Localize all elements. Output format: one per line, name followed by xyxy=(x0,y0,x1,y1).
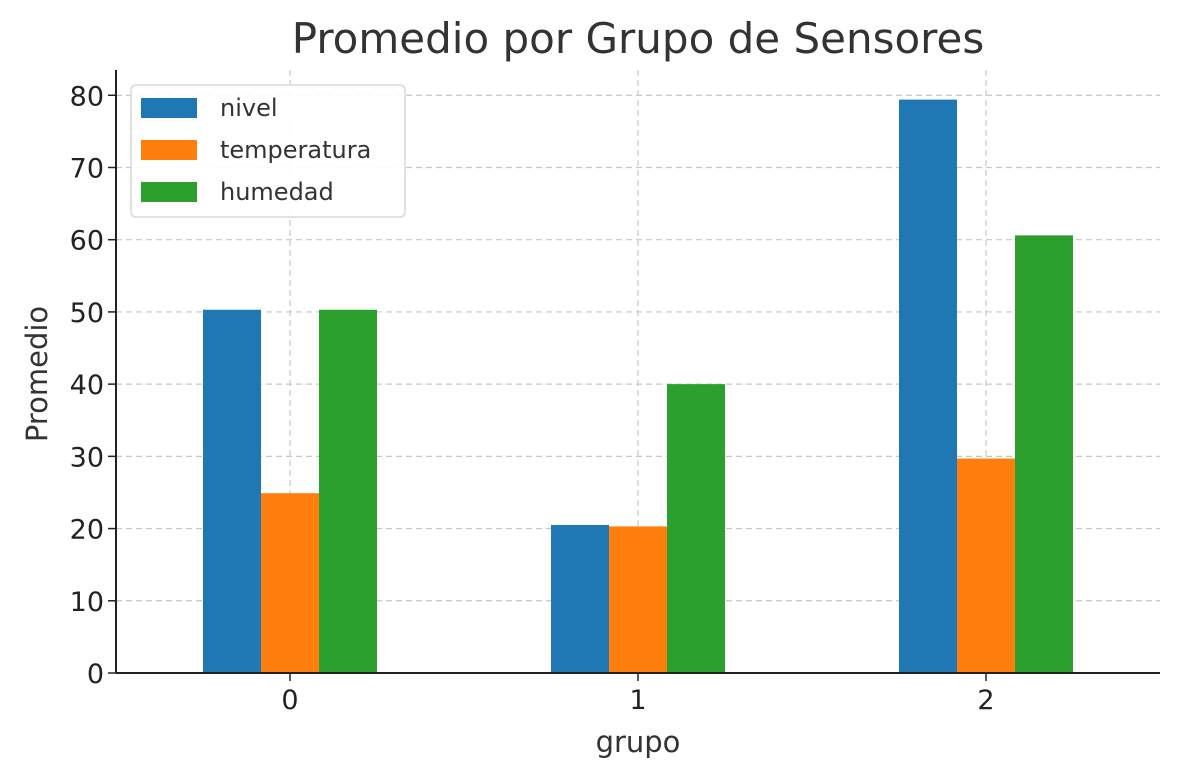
y-tick-label: 0 xyxy=(87,659,104,690)
legend-box xyxy=(130,84,406,218)
y-tick-label: 30 xyxy=(70,442,104,473)
bar-nivel-2 xyxy=(899,99,957,673)
bar-temperatura-2 xyxy=(957,458,1015,673)
bar-nivel-1 xyxy=(551,524,609,673)
y-tick-label: 20 xyxy=(70,515,104,546)
chart-title: Promedio por Grupo de Sensores xyxy=(292,14,985,63)
x-tick-label: 0 xyxy=(281,685,298,716)
bars xyxy=(203,99,1073,673)
y-tick-label: 60 xyxy=(70,226,104,257)
y-tick-label: 70 xyxy=(70,153,104,184)
legend-label-temperatura: temperatura xyxy=(220,136,371,164)
legend-swatch-humedad xyxy=(141,182,197,202)
legend-swatch-nivel xyxy=(141,98,197,118)
y-axis-label: Promedio xyxy=(20,306,54,442)
y-tick-label: 10 xyxy=(70,587,104,618)
y-tick-label: 80 xyxy=(70,81,104,112)
bar-humedad-2 xyxy=(1015,235,1073,673)
legend-label-nivel: nivel xyxy=(220,94,278,122)
x-tick-label: 2 xyxy=(977,685,994,716)
tick-labels: 0 10 20 30 40 50 60 70 80 0 1 2 xyxy=(70,81,995,716)
legend-swatch-temperatura xyxy=(141,140,197,160)
y-tick-label: 50 xyxy=(70,298,104,329)
bar-humedad-0 xyxy=(319,309,377,673)
axes xyxy=(108,70,1160,681)
x-tick-label: 1 xyxy=(629,685,646,716)
x-axis-label: grupo xyxy=(596,725,681,759)
bar-nivel-0 xyxy=(203,309,261,673)
y-tick-label: 40 xyxy=(70,370,104,401)
bar-temperatura-1 xyxy=(609,526,667,673)
bar-temperatura-0 xyxy=(261,493,319,673)
bar-humedad-1 xyxy=(667,384,725,673)
legend-label-humedad: humedad xyxy=(220,178,334,206)
legend: nivel temperatura humedad xyxy=(130,84,406,218)
